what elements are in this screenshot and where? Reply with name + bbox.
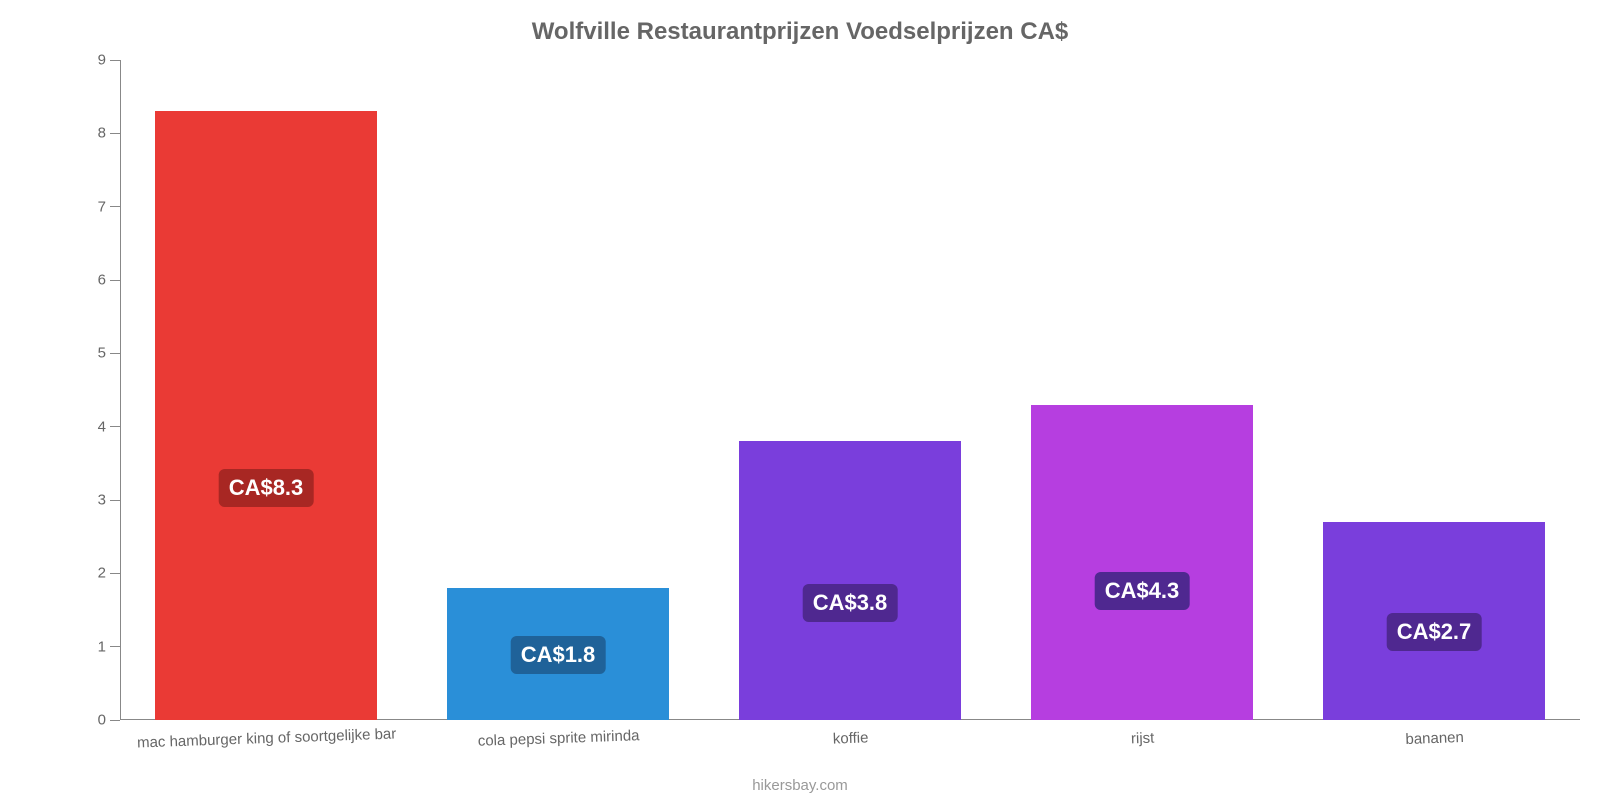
bar: CA$8.3 [155, 111, 377, 720]
ytick-label: 1 [98, 638, 120, 655]
bar: CA$2.7 [1323, 522, 1545, 720]
ytick-label: 4 [98, 418, 120, 435]
value-badge: CA$3.8 [803, 584, 898, 622]
value-badge: CA$8.3 [219, 469, 314, 507]
value-badge: CA$4.3 [1095, 572, 1190, 610]
bar: CA$4.3 [1031, 405, 1253, 720]
ytick-label: 2 [98, 565, 120, 582]
bar: CA$1.8 [447, 588, 669, 720]
attribution-text: hikersbay.com [0, 777, 1600, 794]
plot-area: CA$8.3CA$1.8CA$3.8CA$4.3CA$2.7 012345678… [120, 60, 1580, 720]
x-axis-label: mac hamburger king of soortgelijke bar [136, 715, 396, 751]
bar: CA$3.8 [739, 441, 961, 720]
bars-group: CA$8.3 CA$1.8 CA$3.8 CA$4.3 CA$2.7 [120, 60, 1580, 720]
ytick-label: 0 [98, 712, 120, 729]
ytick-label: 5 [98, 345, 120, 362]
x-axis-label: bananen [1405, 719, 1464, 748]
value-badge: CA$2.7 [1387, 613, 1482, 651]
ytick-label: 3 [98, 492, 120, 509]
value-badge: CA$1.8 [511, 636, 606, 674]
x-axis-label: rijst [1130, 720, 1154, 748]
chart-title: Wolfville Restaurantprijzen Voedselprijz… [0, 18, 1600, 46]
ytick-label: 6 [98, 272, 120, 289]
chart-container: Wolfville Restaurantprijzen Voedselprijz… [0, 0, 1600, 800]
ytick-label: 9 [98, 52, 120, 69]
x-axis-label: koffie [832, 719, 869, 747]
ytick-label: 7 [98, 198, 120, 215]
ytick-label: 8 [98, 125, 120, 142]
x-axis-label: cola pepsi sprite mirinda [477, 717, 640, 750]
